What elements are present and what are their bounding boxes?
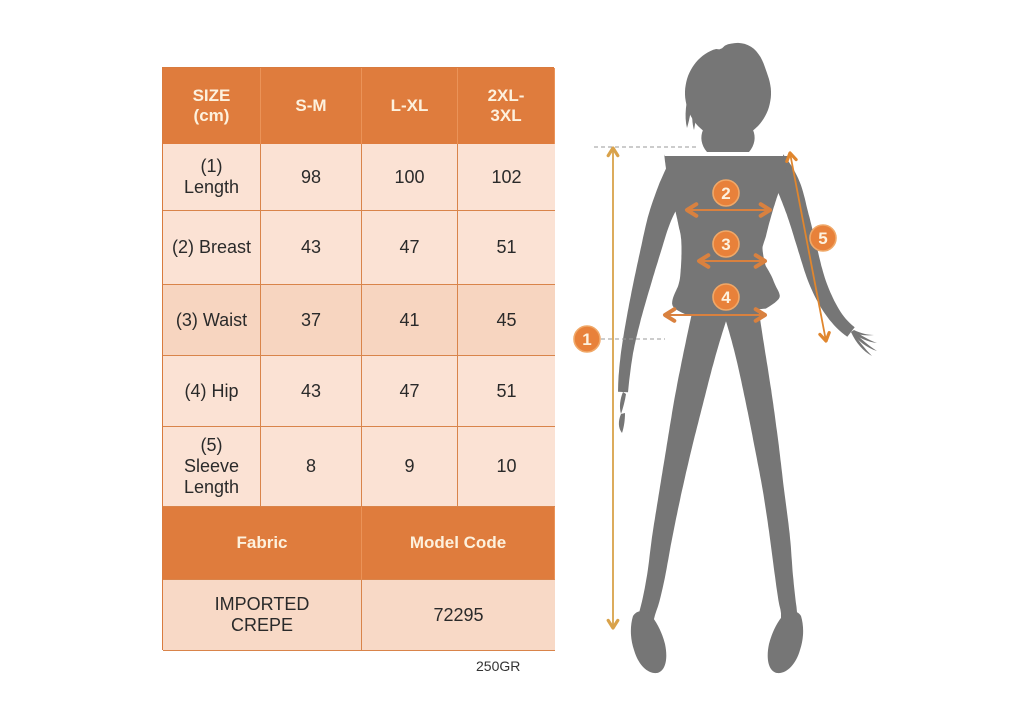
svg-text:1: 1 bbox=[582, 330, 591, 349]
svg-text:3: 3 bbox=[721, 235, 730, 254]
svg-text:2: 2 bbox=[721, 184, 730, 203]
svg-text:4: 4 bbox=[721, 288, 731, 307]
svg-text:5: 5 bbox=[818, 229, 827, 248]
